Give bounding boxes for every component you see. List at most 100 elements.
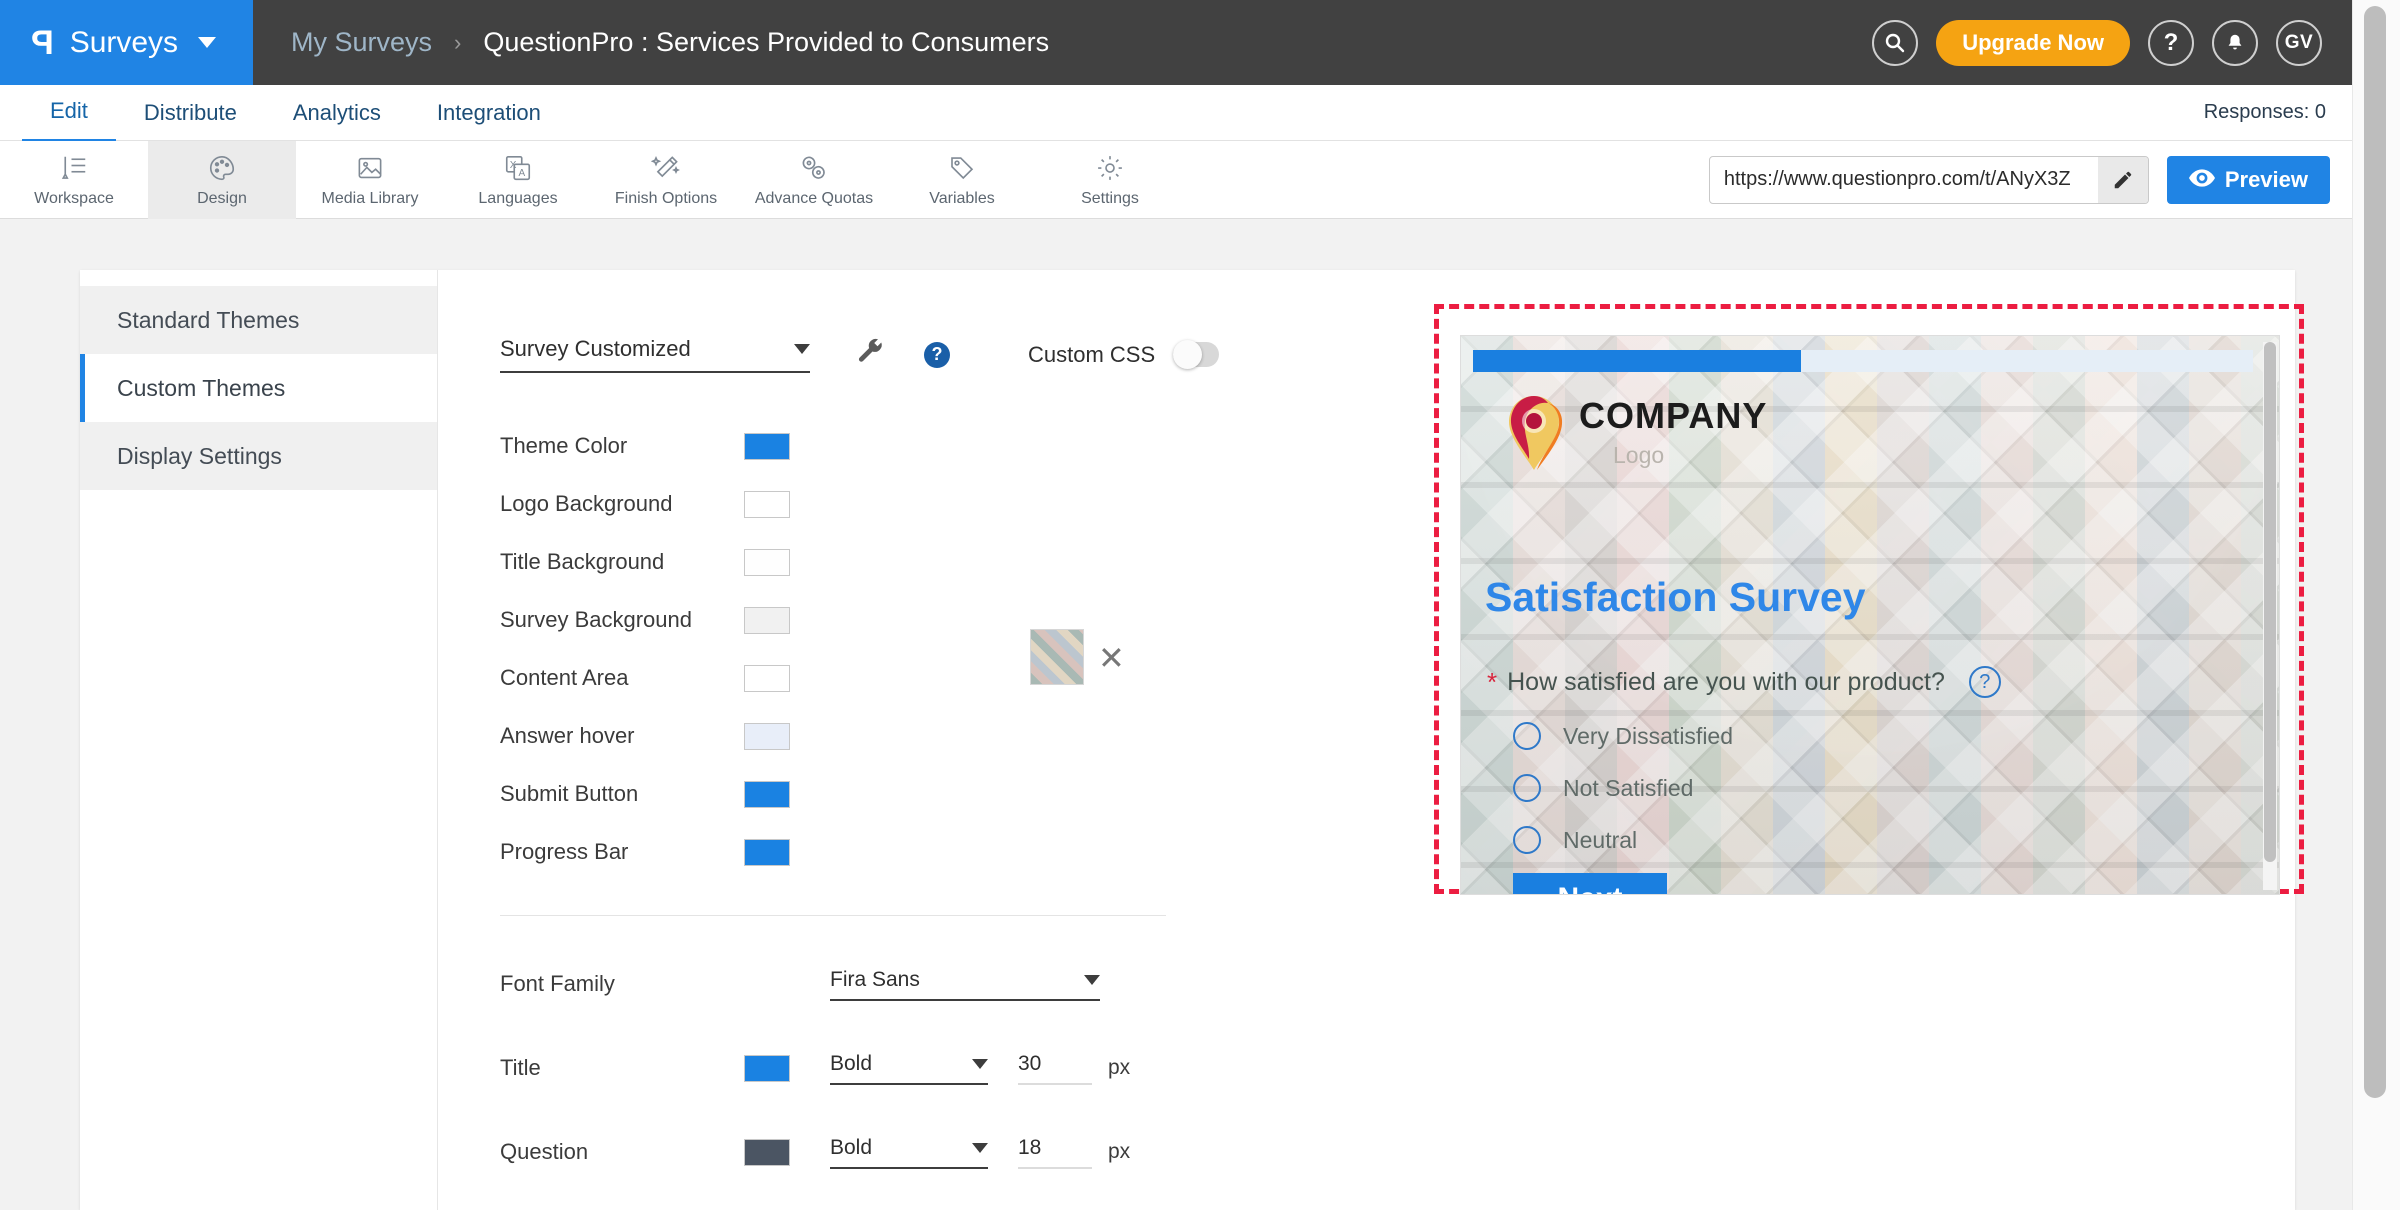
font-weight-select-title[interactable]: Bold	[830, 1052, 988, 1085]
sidebar-item-display-settings[interactable]: Display Settings	[80, 422, 437, 490]
tool-settings[interactable]: Settings	[1036, 141, 1184, 219]
avatar[interactable]: GV	[2276, 19, 2322, 66]
answer-label: Neutral	[1563, 826, 1638, 853]
survey-url-text: https://www.questionpro.com/t/ANyX3Z	[1723, 168, 2071, 190]
font-label: Question	[500, 1139, 589, 1164]
survey-title: Satisfaction Survey	[1485, 574, 1866, 620]
color-row-title-background: Title Background	[500, 533, 1308, 591]
question-help-icon[interactable]: ?	[1968, 666, 2001, 698]
theme-select[interactable]: Survey Customized	[500, 336, 810, 373]
help-circle-icon[interactable]: ?	[924, 341, 950, 368]
survey-preview: COMPANY Logo Satisfaction Survey * How s…	[1460, 335, 2280, 895]
color-swatch-progress-bar[interactable]	[744, 838, 790, 866]
font-label: Title	[500, 1055, 541, 1080]
page-scrollbar[interactable]	[2352, 0, 2400, 1210]
font-color-swatch-title[interactable]	[744, 1054, 790, 1082]
thumbnail-texture	[1031, 630, 1083, 684]
color-swatch-survey-background[interactable]	[744, 606, 790, 634]
font-size-input-title[interactable]: 30	[1018, 1052, 1092, 1085]
chevron-down-icon	[972, 1142, 988, 1153]
color-swatch-theme-color[interactable]	[744, 432, 790, 460]
color-label: Title Background	[500, 549, 665, 574]
unit-label: px	[1108, 1056, 1131, 1079]
color-swatch-content-area[interactable]	[744, 664, 790, 692]
custom-css-control: Custom CSS	[1028, 340, 1220, 369]
tool-finish-options[interactable]: Finish Options	[592, 141, 740, 219]
question-line: * How satisfied are you with our product…	[1487, 666, 2227, 698]
brand-surveys-menu[interactable]: P Surveys	[0, 0, 253, 85]
font-size-input-question[interactable]: 18	[1018, 1136, 1092, 1169]
tool-label: Media Library	[321, 189, 419, 207]
page-scrollbar-thumb[interactable]	[2364, 6, 2386, 1098]
close-icon[interactable]: ✕	[1098, 640, 1125, 676]
responses-count: Responses: 0	[2203, 101, 2326, 123]
search-icon[interactable]	[1872, 19, 1919, 66]
custom-css-toggle[interactable]	[1173, 340, 1220, 369]
preview-button-label: Preview	[2224, 166, 2308, 192]
top-actions: Upgrade Now ? GV	[1872, 19, 2352, 66]
font-row-family: Font Family Fira Sans	[500, 942, 1308, 1026]
tool-design[interactable]: Design	[148, 140, 296, 219]
font-row-question: Question Bold 18 px	[500, 1110, 1308, 1194]
color-row-content-area: Content Area	[500, 649, 1308, 707]
survey-url-field[interactable]: https://www.questionpro.com/t/ANyX3Z	[1708, 155, 2149, 204]
font-weight-select-question[interactable]: Bold	[830, 1136, 988, 1169]
preview-scrollbar-thumb[interactable]	[2264, 342, 2276, 862]
location-pin-logo-icon	[1503, 394, 1565, 472]
preview-button[interactable]: Preview	[2166, 155, 2330, 204]
color-row-submit-button: Submit Button	[500, 765, 1308, 823]
color-swatch-title-background[interactable]	[744, 548, 790, 576]
tab-analytics[interactable]: Analytics	[292, 99, 381, 125]
answer-option[interactable]: Neutral	[1513, 826, 2227, 854]
breadcrumb: My Surveys › QuestionPro : Services Prov…	[253, 27, 1872, 58]
tool-workspace[interactable]: Workspace	[0, 141, 148, 219]
upgrade-now-button[interactable]: Upgrade Now	[1936, 19, 2130, 66]
wrench-icon[interactable]	[856, 337, 886, 372]
tool-label: Workspace	[34, 189, 114, 207]
font-family-select[interactable]: Fira Sans	[830, 968, 1100, 1001]
pencil-icon[interactable]	[2097, 156, 2148, 203]
magic-wand-icon	[651, 152, 681, 184]
tool-media-library[interactable]: Media Library	[296, 141, 444, 219]
breadcrumb-my-surveys[interactable]: My Surveys	[291, 27, 433, 57]
color-settings-list: Theme Color Logo Background Title Backgr…	[500, 417, 1308, 881]
answer-option[interactable]: Very Dissatisfied	[1513, 722, 2227, 750]
next-button[interactable]: Next	[1513, 873, 1667, 894]
tool-languages[interactable]: X A Languages	[444, 141, 592, 219]
font-color-swatch-question[interactable]	[744, 1138, 790, 1166]
tab-edit[interactable]: Edit	[22, 83, 116, 142]
translate-icon: X A	[503, 152, 533, 184]
tool-label: Design	[197, 189, 247, 207]
help-icon[interactable]: ?	[2148, 19, 2194, 66]
survey-background-thumbnail[interactable]	[1030, 629, 1084, 685]
color-swatch-answer-hover[interactable]	[744, 722, 790, 750]
sidebar-item-standard-themes[interactable]: Standard Themes	[80, 286, 437, 354]
tool-label: Advance Quotas	[754, 189, 874, 207]
color-label: Content Area	[500, 665, 629, 690]
section-divider	[500, 915, 1166, 916]
color-label: Answer hover	[500, 723, 635, 748]
tab-integration[interactable]: Integration	[436, 99, 541, 125]
tool-label: Finish Options	[614, 189, 718, 207]
radio-icon[interactable]	[1513, 774, 1541, 802]
brand-label: Surveys	[69, 25, 179, 59]
color-swatch-submit-button[interactable]	[744, 780, 790, 808]
required-asterisk: *	[1487, 667, 1498, 697]
bell-icon[interactable]	[2212, 19, 2258, 66]
progress-bar	[1473, 350, 2253, 372]
preview-scrollbar[interactable]	[2263, 342, 2277, 890]
toggle-knob	[1173, 340, 1203, 369]
color-swatch-logo-background[interactable]	[744, 490, 790, 518]
svg-text:X: X	[510, 160, 517, 171]
radio-icon[interactable]	[1513, 826, 1541, 854]
answer-option[interactable]: Not Satisfied	[1513, 774, 2227, 802]
tool-advance-quotas[interactable]: Advance Quotas	[740, 141, 888, 219]
image-icon	[355, 152, 385, 184]
tab-distribute[interactable]: Distribute	[143, 99, 237, 125]
color-row-answer-hover: Answer hover	[500, 707, 1308, 765]
sidebar-item-custom-themes[interactable]: Custom Themes	[80, 354, 437, 422]
tool-variables[interactable]: Variables	[888, 141, 1036, 219]
color-label: Submit Button	[500, 781, 639, 806]
tag-icon	[947, 152, 977, 184]
radio-icon[interactable]	[1513, 722, 1541, 750]
